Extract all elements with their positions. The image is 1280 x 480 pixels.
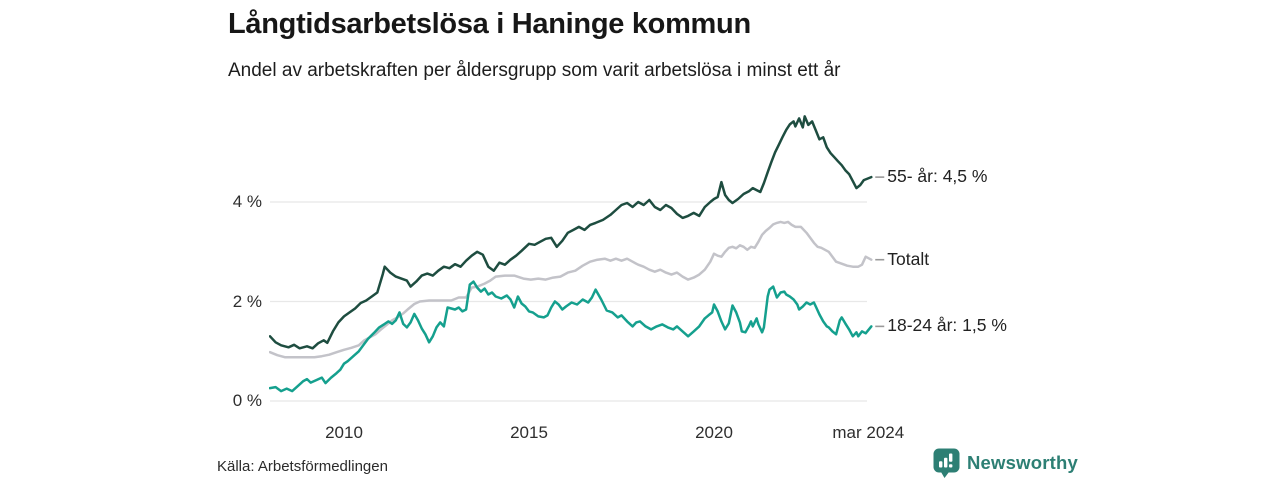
newsworthy-wordmark: Newsworthy: [967, 452, 1078, 473]
series-line-totalt: [269, 220, 873, 359]
series-end-label-18-24-r: 18-24 år: 1,5 %: [887, 315, 1007, 336]
source-note: Källa: Arbetsförmedlingen: [217, 458, 388, 475]
newsworthy-pin-barchart-icon: [933, 448, 960, 478]
x-tick-label: 2020: [695, 423, 733, 442]
newsworthy-logo[interactable]: Newsworthy: [933, 448, 1078, 478]
y-tick-label: 2 %: [232, 291, 262, 311]
series-end-label-totalt: Totalt: [887, 248, 930, 269]
x-tick-label: mar 2024: [832, 423, 905, 442]
series-line-18-24-r: [269, 280, 873, 393]
line-chart-svg: [269, 115, 885, 402]
y-tick-label: 0 %: [232, 391, 262, 410]
series-end-label-55-r: 55- år: 4,5 %: [887, 166, 988, 187]
chart-title: Långtidsarbetslösa i Haninge kommun: [228, 8, 751, 40]
x-tick-label: 2010: [325, 423, 363, 442]
chart-subtitle: Andel av arbetskraften per åldersgrupp s…: [228, 60, 841, 81]
series-line-55-r: [269, 115, 873, 350]
y-tick-label: 4 %: [232, 192, 262, 211]
x-tick-label: 2015: [510, 423, 548, 442]
